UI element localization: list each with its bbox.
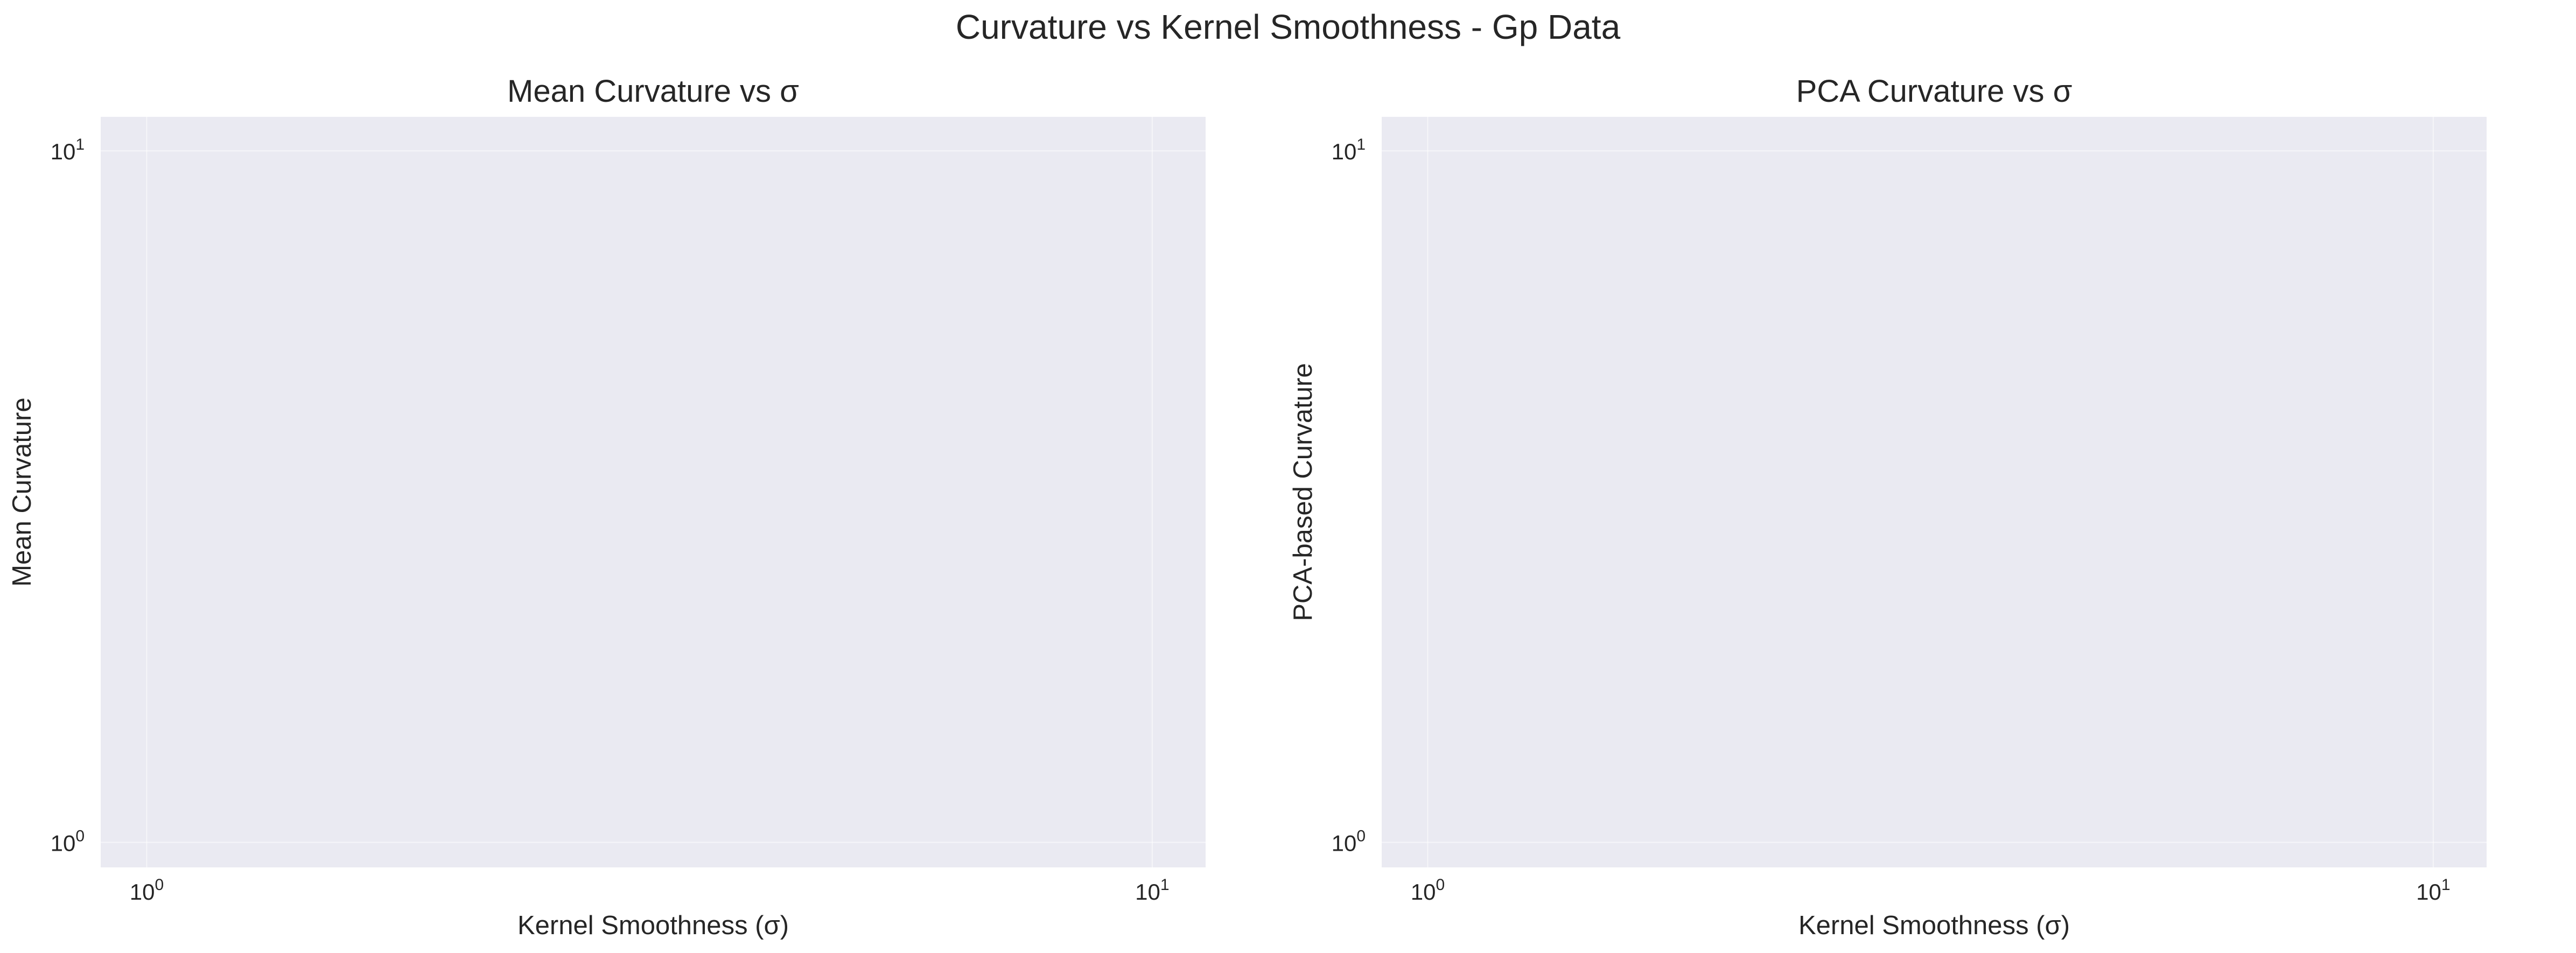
y-tick-label-exponent: 1	[1356, 136, 1366, 153]
y-tick-label: 100	[1332, 827, 1366, 856]
x-axis-label: Kernel Smoothness (σ)	[1798, 911, 2070, 940]
x-tick-label-base: 10	[130, 879, 155, 905]
y-tick-label-base: 10	[1332, 139, 1357, 164]
x-tick-label-base: 10	[1411, 879, 1436, 905]
x-tick-label-exponent: 0	[1436, 876, 1445, 894]
y-tick-label-base: 10	[51, 139, 76, 164]
y-axis-label: PCA-based Curvature	[1289, 363, 1318, 621]
y-tick-label-base: 10	[1332, 830, 1357, 856]
y-axis-label: Mean Curvature	[8, 397, 37, 586]
x-tick-label: 101	[2416, 876, 2450, 905]
y-tick-label: 100	[51, 827, 85, 856]
plot-area	[101, 117, 1206, 867]
y-tick-label-exponent: 1	[75, 136, 85, 153]
figure-suptitle: Curvature vs Kernel Smoothness - Gp Data	[956, 8, 1621, 46]
x-tick-label-base: 10	[1135, 879, 1160, 905]
subplot-title: PCA Curvature vs σ	[1796, 74, 2073, 109]
x-tick-label-exponent: 1	[2441, 876, 2451, 894]
y-tick-label: 101	[51, 136, 85, 164]
x-tick-label-base: 10	[2416, 879, 2441, 905]
x-axis-label: Kernel Smoothness (σ)	[517, 911, 789, 940]
plot-area	[1382, 117, 2487, 867]
y-tick-label-exponent: 0	[1356, 827, 1366, 845]
y-tick-label-base: 10	[51, 830, 76, 856]
x-tick-label: 100	[1411, 876, 1445, 905]
y-tick-label-exponent: 0	[75, 827, 85, 845]
x-tick-label-exponent: 1	[1160, 876, 1170, 894]
y-tick-label: 101	[1332, 136, 1366, 164]
subplot-title: Mean Curvature vs σ	[507, 74, 799, 109]
x-tick-label: 100	[130, 876, 164, 905]
x-tick-label-exponent: 0	[155, 876, 164, 894]
x-tick-label: 101	[1135, 876, 1169, 905]
